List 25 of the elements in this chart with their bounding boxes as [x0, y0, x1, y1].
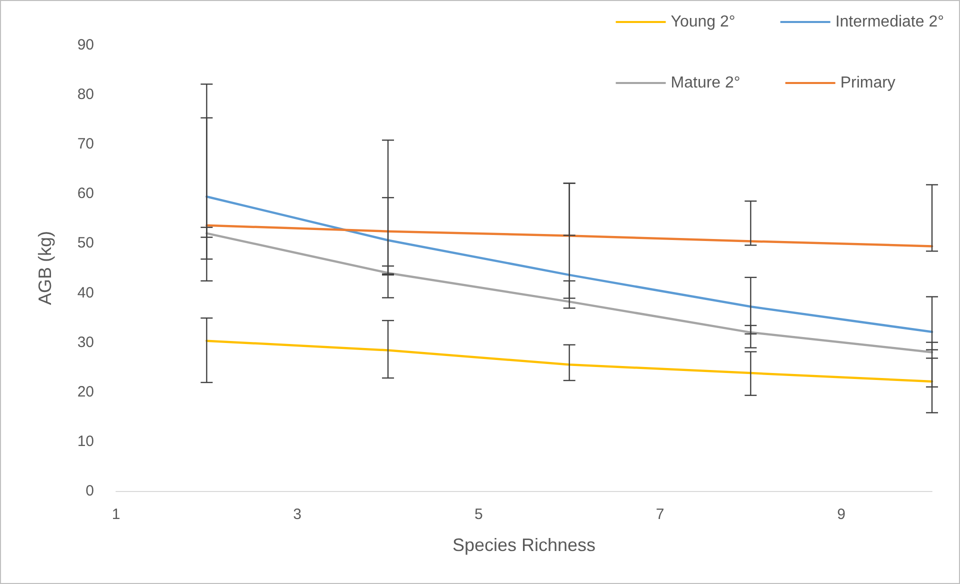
x-axis-title: Species Richness	[452, 535, 596, 555]
y-tick-label: 90	[77, 36, 94, 54]
x-tick-label: 5	[474, 506, 483, 523]
y-tick-label: 40	[77, 284, 94, 302]
legend-label: Primary	[840, 74, 896, 92]
x-tick-label: 3	[293, 506, 302, 523]
y-tick-label: 20	[77, 383, 94, 400]
x-tick-label: 7	[656, 506, 664, 523]
legend-label: Young 2°	[670, 14, 736, 30]
y-tick-label: 80	[77, 86, 94, 104]
y-tick-label: 50	[77, 234, 94, 252]
legend-label: Intermediate 2°	[835, 14, 944, 30]
y-tick-label: 10	[77, 432, 94, 450]
line-series	[206, 340, 934, 383]
line-series	[206, 196, 934, 334]
line-series	[206, 232, 934, 354]
y-axis-title: AGB (kg)	[35, 230, 55, 306]
x-tick-label: 9	[837, 506, 846, 523]
legend-label: Mature 2°	[670, 74, 740, 92]
y-tick-label: 30	[77, 334, 94, 351]
line-series	[206, 224, 934, 248]
y-tick-label: 70	[77, 136, 94, 153]
x-tick-label: 1	[112, 506, 120, 523]
y-tick-label: 60	[77, 185, 94, 202]
y-tick-label: 0	[86, 482, 94, 500]
